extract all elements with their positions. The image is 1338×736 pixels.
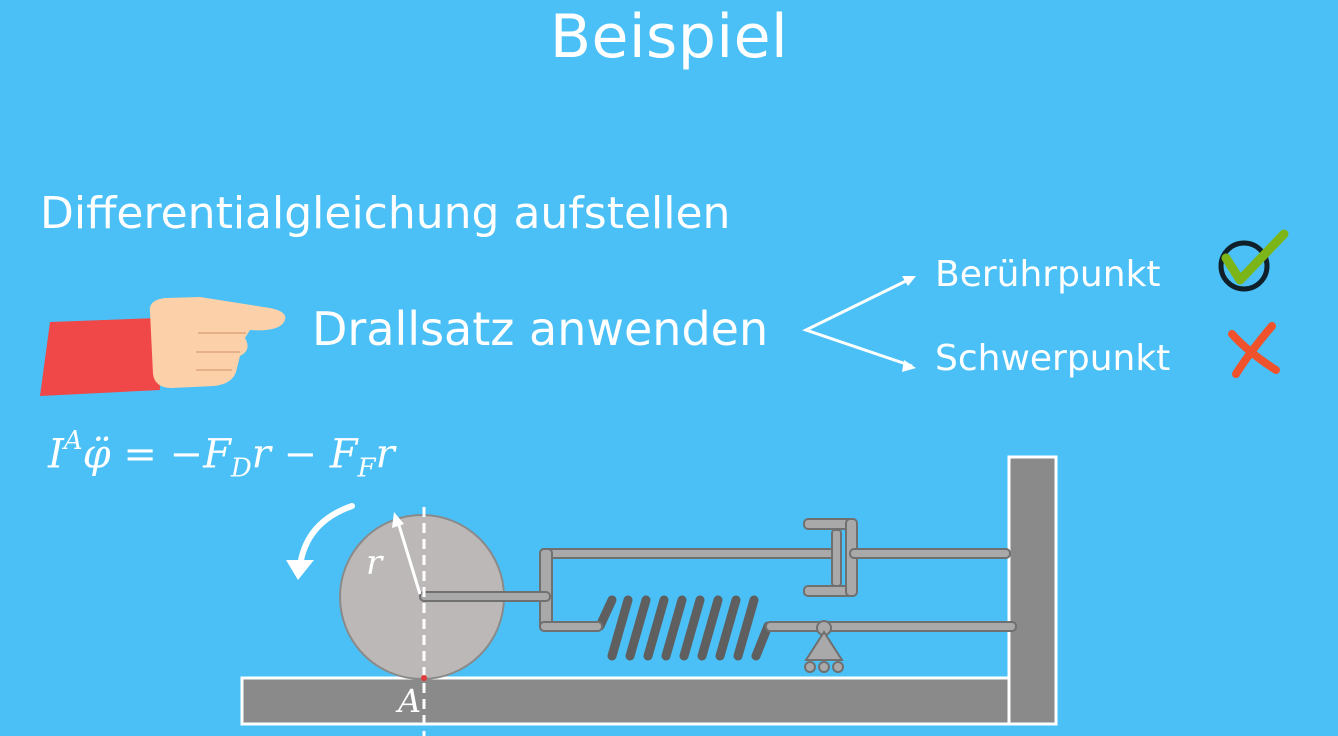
eq-rhs-part2: r − F bbox=[251, 431, 358, 478]
eq-lhs-symbol: I bbox=[48, 431, 64, 478]
cross-icon bbox=[1228, 322, 1280, 378]
arrow-head-upper bbox=[902, 276, 916, 286]
eq-lhs-variable: φ̈ bbox=[82, 431, 111, 478]
option-beruehrpunkt: Berührpunkt bbox=[935, 254, 1161, 295]
damper bbox=[539, 518, 1011, 630]
branch-arrows bbox=[802, 276, 913, 368]
axle-rod bbox=[419, 591, 551, 602]
rotation-arrow-icon bbox=[286, 503, 355, 580]
check-icon bbox=[1218, 229, 1289, 292]
friction-support bbox=[804, 620, 844, 673]
wall bbox=[1007, 455, 1058, 726]
spring-rods bbox=[539, 621, 1017, 632]
section-subtitle: Differentialgleichung aufstellen bbox=[40, 188, 731, 239]
option-schwerpunkt: Schwerpunkt bbox=[935, 338, 1171, 379]
equation: IAφ̈ = −FDr − FFr bbox=[48, 426, 395, 484]
contact-point bbox=[421, 675, 427, 681]
contact-label: A bbox=[395, 682, 421, 720]
pointing-hand-icon bbox=[40, 297, 286, 396]
eq-rhs-part3: r bbox=[375, 431, 395, 478]
page-title: Beispiel bbox=[549, 2, 789, 72]
radius-arrow bbox=[392, 512, 422, 595]
arrow-head-lower bbox=[902, 360, 916, 372]
eq-rhs-sub1: D bbox=[230, 453, 252, 484]
radius-label: r bbox=[366, 543, 384, 583]
eq-rhs-sub2: F bbox=[357, 453, 376, 484]
step-label: Drallsatz anwenden bbox=[312, 302, 769, 356]
spring bbox=[595, 595, 773, 661]
eq-lhs-superscript: A bbox=[63, 426, 83, 456]
eq-rhs-part1: = −F bbox=[110, 431, 231, 478]
ground-base bbox=[240, 676, 1016, 726]
